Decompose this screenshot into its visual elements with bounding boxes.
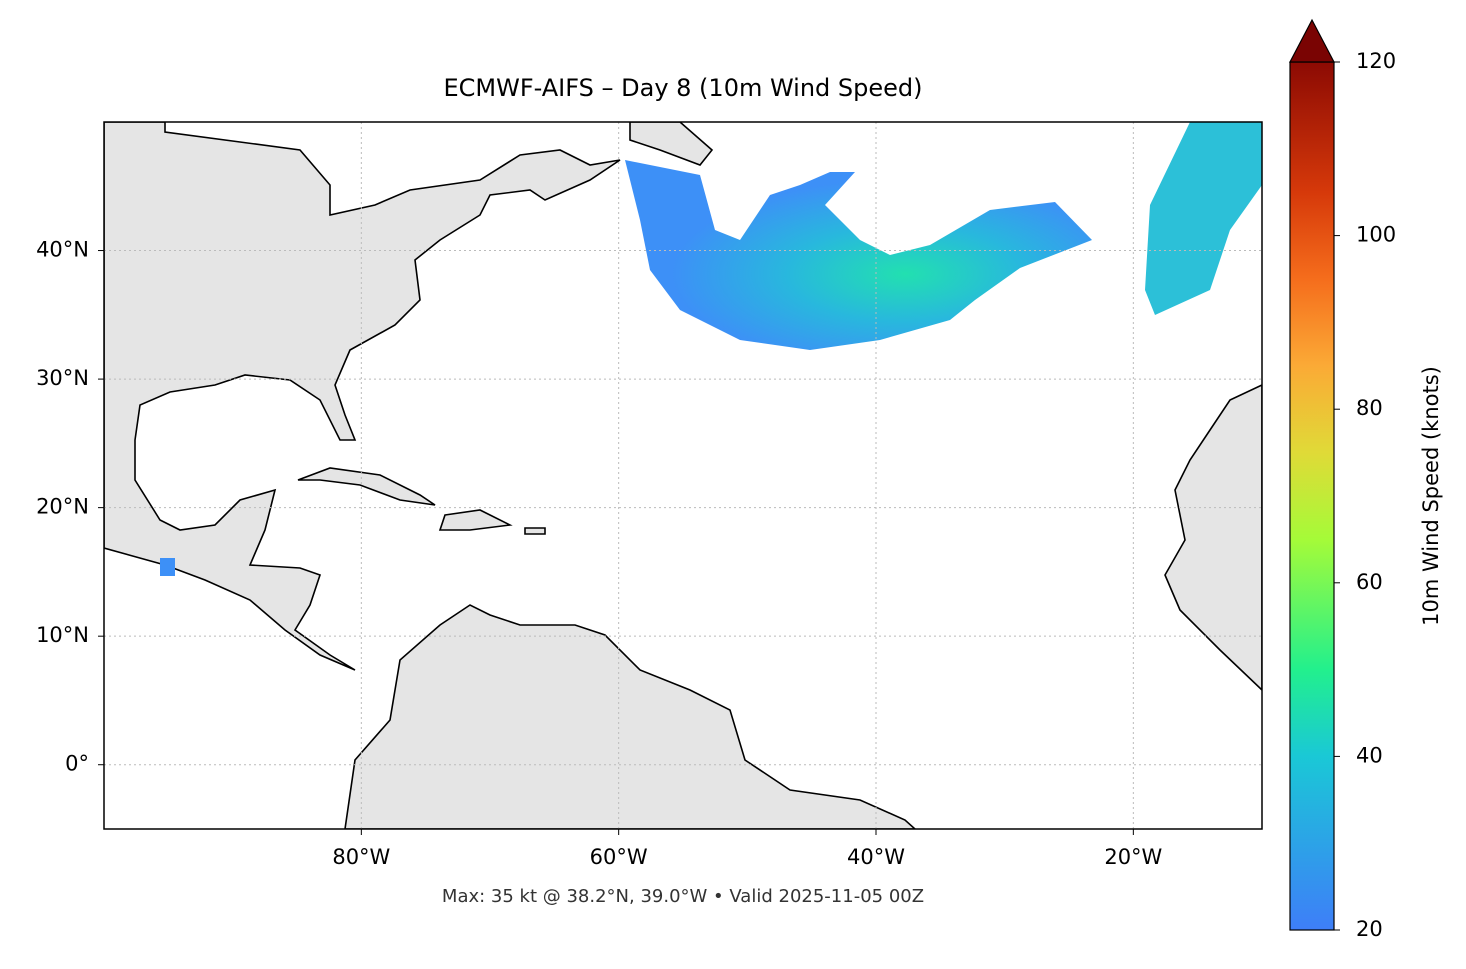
newfoundland bbox=[629, 122, 714, 166]
colorbar-extend bbox=[1289, 18, 1335, 63]
y-tick-label: 20°N bbox=[36, 495, 89, 519]
colorbar-tick-label: 60 bbox=[1356, 570, 1383, 594]
y-tick-label: 30°N bbox=[36, 366, 89, 390]
wind-region bbox=[625, 160, 1092, 350]
colorbar bbox=[1289, 61, 1335, 931]
x-tick-label: 20°W bbox=[1104, 845, 1162, 869]
hispaniola bbox=[438, 509, 513, 531]
south-america bbox=[344, 604, 917, 829]
puerto-rico bbox=[524, 527, 546, 535]
wind-region bbox=[1145, 122, 1262, 315]
colorbar-tick-label: 100 bbox=[1356, 223, 1396, 247]
y-tick-label: 0° bbox=[65, 752, 89, 776]
colorbar-label: 10m Wind Speed (knots) bbox=[1419, 366, 1443, 626]
footer: Max: 35 kt @ 38.2°N, 39.0°W • Valid 2025… bbox=[442, 886, 924, 907]
cuba bbox=[297, 467, 436, 506]
wind-region bbox=[160, 558, 175, 576]
colorbar-tick-label: 40 bbox=[1356, 743, 1383, 767]
x-tick-label: 60°W bbox=[590, 845, 648, 869]
x-tick-label: 40°W bbox=[847, 845, 905, 869]
africa bbox=[1164, 384, 1262, 692]
map bbox=[104, 122, 1262, 829]
y-tick-label: 40°N bbox=[36, 238, 89, 262]
colorbar-tick-label: 120 bbox=[1356, 49, 1396, 73]
y-tick-label: 10°N bbox=[36, 623, 89, 647]
x-tick-label: 80°W bbox=[332, 845, 390, 869]
title: ECMWF-AIFS – Day 8 (10m Wind Speed) bbox=[443, 74, 922, 102]
plot-frame bbox=[103, 121, 1263, 830]
north-america bbox=[104, 122, 621, 671]
gridlines bbox=[104, 122, 1262, 829]
colorbar-tick-label: 80 bbox=[1356, 396, 1383, 420]
colorbar-tick-label: 20 bbox=[1356, 917, 1383, 941]
